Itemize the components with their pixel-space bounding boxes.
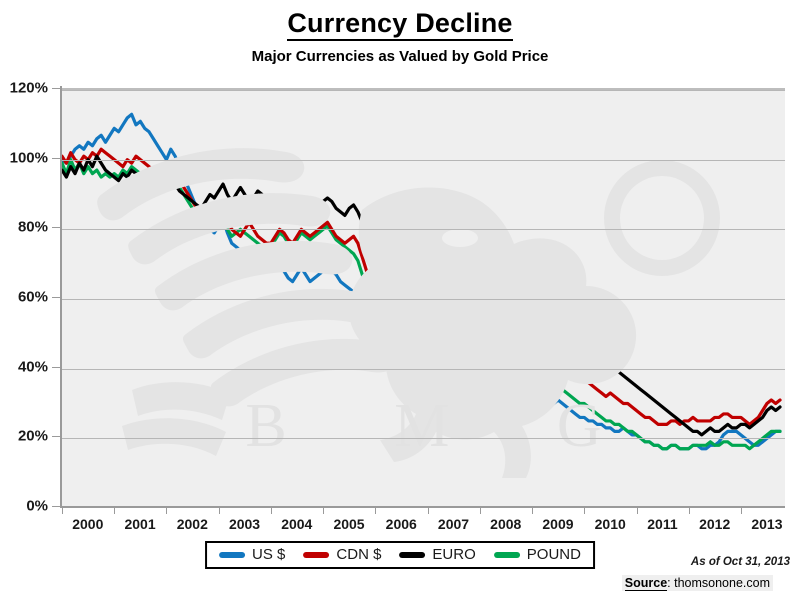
legend: US $ CDN $ EURO POUND bbox=[205, 541, 595, 569]
gridline bbox=[62, 229, 785, 231]
x-axis-tick bbox=[218, 506, 220, 514]
x-axis-tick bbox=[323, 506, 325, 514]
y-axis-label: 40% bbox=[17, 358, 48, 376]
source-value: : thomsonone.com bbox=[667, 576, 770, 590]
y-axis-tick bbox=[52, 506, 61, 507]
plot-inner: B M G bbox=[62, 90, 785, 506]
y-axis-label: 80% bbox=[17, 218, 48, 236]
legend-label: POUND bbox=[526, 546, 581, 563]
plot-area: B M G Source: thomsonone.com bbox=[62, 88, 785, 591]
x-axis-label: 2013 bbox=[751, 516, 783, 532]
y-axis-tick bbox=[52, 366, 61, 368]
y-axis-label: 0% bbox=[26, 497, 48, 515]
chart-page: Currency Decline Major Currencies as Val… bbox=[0, 8, 800, 591]
x-axis-label: 2009 bbox=[542, 516, 574, 532]
x-axis-label: 2012 bbox=[699, 516, 731, 532]
x-axis-label: 2005 bbox=[333, 516, 365, 532]
x-axis-tick bbox=[62, 506, 63, 514]
legend-item-euro[interactable]: EURO bbox=[399, 546, 476, 563]
source-note: Source: thomsonone.com bbox=[621, 575, 773, 591]
legend-swatch-icon bbox=[493, 551, 520, 558]
gridline bbox=[62, 438, 785, 440]
y-axis-label: 120% bbox=[9, 79, 48, 97]
legend-swatch-icon bbox=[303, 551, 330, 558]
y-axis-label: 100% bbox=[9, 149, 48, 167]
x-axis-label: 2001 bbox=[124, 516, 156, 532]
y-axis-tick bbox=[52, 88, 61, 89]
x-axis-tick bbox=[427, 506, 429, 514]
y-axis-label: 20% bbox=[17, 427, 48, 445]
page-title: Currency Decline bbox=[0, 8, 800, 41]
y-axis-tick bbox=[52, 297, 61, 298]
x-axis-tick bbox=[114, 506, 116, 514]
legend-label: CDN $ bbox=[336, 546, 382, 563]
legend-label: US $ bbox=[252, 546, 286, 563]
x-axis-label: 2002 bbox=[176, 516, 208, 532]
legend-item-pound[interactable]: POUND bbox=[493, 546, 581, 563]
page-subtitle: Major Currencies as Valued by Gold Price bbox=[251, 48, 549, 65]
page-title-text: Currency Decline bbox=[287, 8, 513, 41]
x-axis-line bbox=[60, 506, 785, 508]
x-axis-tick bbox=[636, 506, 638, 514]
source-label: Source bbox=[624, 576, 668, 591]
x-axis-tick bbox=[584, 506, 586, 514]
x-axis-label: 2010 bbox=[594, 516, 626, 532]
series-line-cdn bbox=[62, 147, 782, 426]
x-axis-tick bbox=[741, 506, 743, 514]
x-axis-label: 2000 bbox=[72, 516, 104, 532]
x-axis-tick bbox=[479, 506, 481, 514]
y-axis-tick bbox=[52, 157, 61, 159]
x-axis-label: 2007 bbox=[437, 516, 470, 532]
y-axis-line bbox=[60, 86, 62, 508]
as-of-note: As of Oct 31, 2013 bbox=[690, 556, 790, 568]
x-axis-tick bbox=[270, 506, 272, 514]
bmg-watermark-text: B M G bbox=[245, 392, 648, 460]
x-axis-label: 2011 bbox=[647, 516, 678, 532]
gridline bbox=[62, 368, 785, 370]
x-axis-label: 2004 bbox=[281, 516, 313, 532]
legend-swatch-icon bbox=[399, 551, 426, 558]
x-axis-tick bbox=[166, 506, 168, 514]
x-axis-tick bbox=[688, 506, 690, 514]
gridline bbox=[62, 159, 785, 161]
y-axis-label: 60% bbox=[17, 288, 48, 306]
x-axis-tick bbox=[532, 506, 534, 514]
y-axis-tick bbox=[52, 436, 61, 438]
x-axis-label: 2003 bbox=[228, 516, 261, 532]
gridline bbox=[62, 299, 785, 300]
legend-item-cdn[interactable]: CDN $ bbox=[303, 546, 381, 563]
x-axis-label: 2006 bbox=[385, 516, 417, 532]
x-axis-tick bbox=[375, 506, 377, 514]
legend-item-us[interactable]: US $ bbox=[219, 546, 285, 563]
gridline bbox=[62, 90, 785, 91]
legend-swatch-icon bbox=[219, 551, 246, 558]
y-axis-tick bbox=[52, 227, 61, 229]
x-axis-label: 2008 bbox=[490, 516, 522, 532]
legend-label: EURO bbox=[432, 546, 476, 563]
